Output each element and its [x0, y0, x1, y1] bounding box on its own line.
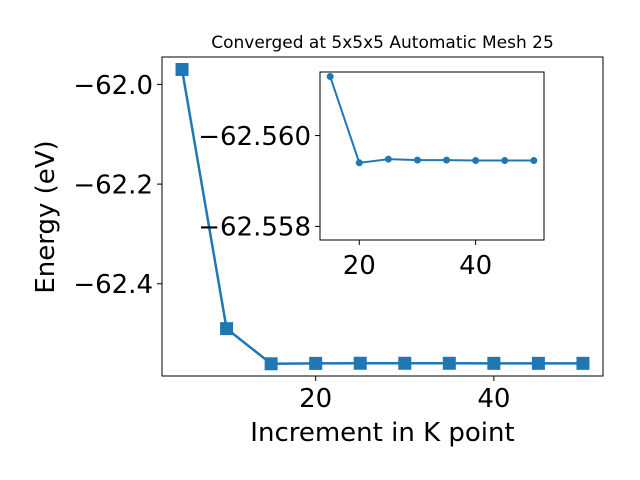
- main-x-tick-label: 40: [477, 384, 510, 414]
- inset-data-point: [530, 157, 538, 165]
- inset-x-tick-label: 40: [459, 251, 492, 281]
- inset-data-point: [443, 156, 451, 164]
- inset-data-point: [501, 157, 509, 165]
- main-y-ticks: −62.0 −62.2 −62.4: [73, 71, 162, 300]
- main-y-tick-label: −62.4: [73, 270, 153, 300]
- inset-data-point: [355, 159, 363, 167]
- main-y-tick-label: −62.0: [73, 71, 153, 101]
- inset-data-point: [472, 157, 480, 165]
- inset-data-point: [326, 73, 334, 81]
- inset-y-tick-label: −62.560: [198, 122, 311, 152]
- inset-x-ticks: 20 40: [343, 240, 492, 281]
- main-y-tick-label: −62.2: [73, 170, 153, 200]
- main-series: [175, 62, 590, 371]
- x-axis-label: Increment in K point: [250, 418, 514, 448]
- main-data-point: [576, 356, 590, 370]
- inset-y-ticks: −62.560 −62.558: [198, 122, 320, 243]
- inset-y-tick-label: −62.558: [198, 213, 311, 243]
- main-chart: Converged at 5x5x5 Automatic Mesh 25 20 4…: [31, 33, 604, 448]
- inset-data-point: [413, 156, 421, 164]
- inset-x-tick-label: 20: [343, 251, 376, 281]
- y-axis-label: Energy (eV): [31, 140, 61, 293]
- main-x-ticks: 20 40: [299, 376, 510, 414]
- main-data-point: [264, 357, 278, 371]
- inset-series: [326, 73, 538, 167]
- inset-data-point: [384, 155, 392, 163]
- main-data-point: [309, 356, 323, 370]
- main-x-tick-label: 20: [299, 384, 332, 414]
- main-data-point: [175, 62, 189, 76]
- main-data-point: [487, 356, 501, 370]
- main-data-point: [442, 356, 456, 370]
- main-series-line: [180, 69, 583, 366]
- inset-chart: 20 40 −62.560−62.558: [198, 71, 545, 281]
- inset-series-line: [329, 76, 534, 164]
- main-data-point: [353, 356, 367, 370]
- main-data-point: [531, 356, 545, 370]
- main-data-point: [220, 322, 234, 336]
- main-data-point: [398, 356, 412, 370]
- chart-title: Converged at 5x5x5 Automatic Mesh 25: [211, 33, 554, 53]
- main-plot-frame: [161, 56, 604, 377]
- inset-plot-frame: [319, 71, 545, 241]
